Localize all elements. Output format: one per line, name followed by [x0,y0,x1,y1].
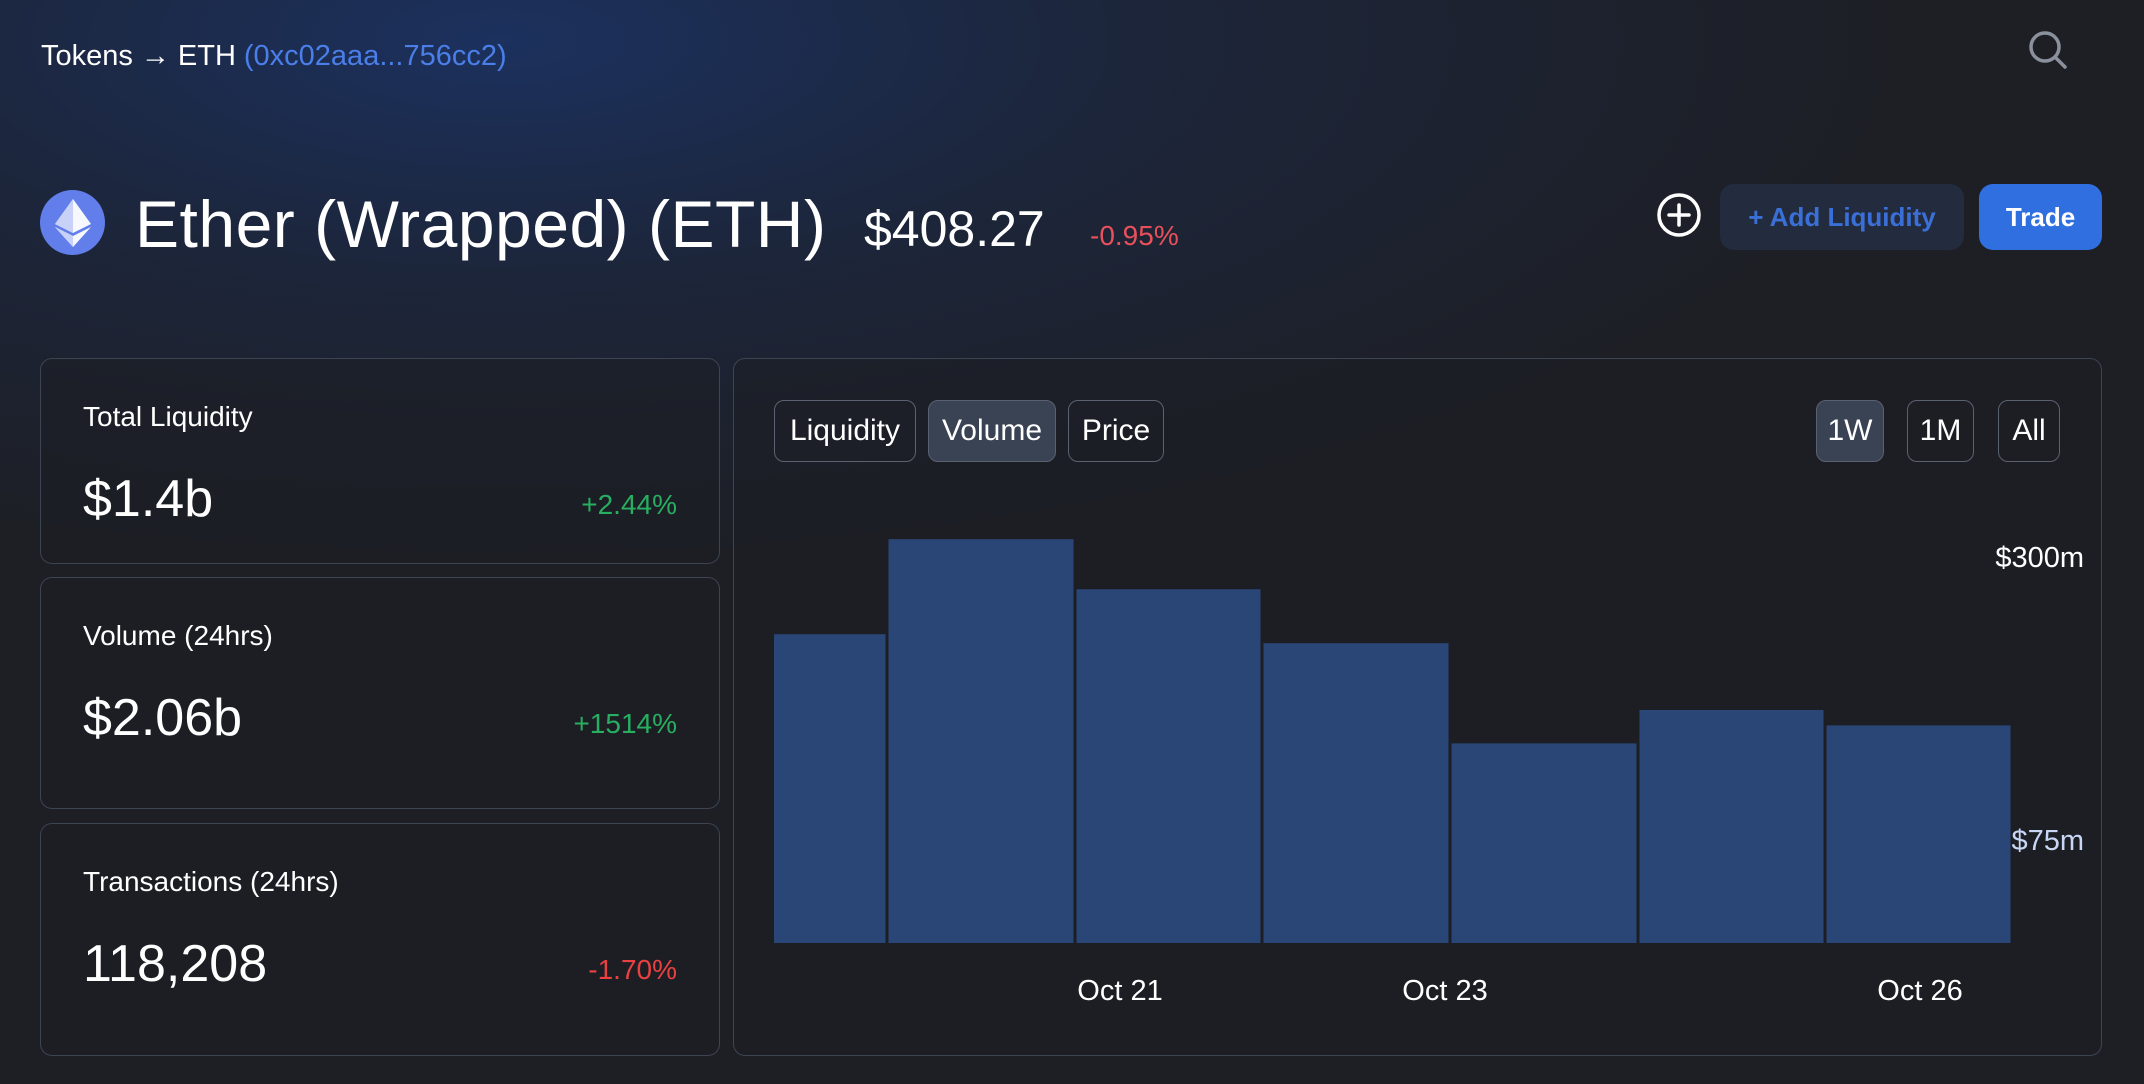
volume-bar[interactable] [774,634,886,943]
y-tick-label: $75m [2011,825,2084,857]
stat-label: Volume (24hrs) [83,620,273,651]
range-1m[interactable]: 1M [1907,400,1974,462]
transactions-card: Transactions (24hrs) 118,208 -1.70% [40,823,720,1056]
price-change: -0.95% [1090,220,1179,251]
tab-liquidity[interactable]: Liquidity [774,400,916,462]
add-liquidity-button[interactable]: + Add Liquidity [1720,184,1964,250]
tab-price[interactable]: Price [1068,400,1164,462]
token-address-link[interactable]: (0xc02aaa...756cc2) [243,40,507,72]
volume-card: Volume (24hrs) $2.06b +1514% [40,577,720,809]
trade-button[interactable]: Trade [1979,184,2102,250]
token-price: $408.27 [864,201,1045,257]
stat-value: $2.06b [83,689,243,747]
breadcrumb-arrow: → [140,40,170,72]
page-title: Ether (Wrapped) (ETH) [135,187,827,261]
x-tick-label: Oct 26 [1877,975,1963,1007]
x-tick-label: Oct 21 [1077,975,1163,1007]
plus-circle-icon[interactable] [1656,192,1702,238]
total-liquidity-card: Total Liquidity $1.4b +2.44% [40,358,720,564]
volume-bar[interactable] [1263,643,1449,943]
volume-bar[interactable] [1451,743,1637,943]
volume-bar[interactable] [1076,589,1261,943]
eth-logo-icon [40,190,105,255]
y-tick-label: $300m [1995,542,2084,574]
volume-bar[interactable] [1639,709,1824,943]
volume-bar[interactable] [888,539,1074,943]
stat-label: Transactions (24hrs) [83,866,339,897]
search-icon[interactable] [2026,28,2070,72]
stat-change: +1514% [573,708,677,739]
stat-value: $1.4b [83,470,214,528]
range-1w[interactable]: 1W [1816,400,1884,462]
stat-change: -1.70% [588,954,677,985]
tab-volume[interactable]: Volume [928,400,1056,462]
breadcrumb-tokens-link[interactable]: Tokens [41,40,133,72]
volume-bar[interactable] [1826,725,2011,943]
breadcrumb-token: ETH [177,40,236,72]
x-tick-label: Oct 23 [1402,975,1488,1007]
stat-value: 118,208 [83,935,268,993]
stat-change: +2.44% [581,489,677,520]
breadcrumb: Tokens → ETH (0xc02aaa...756cc2) [41,40,507,73]
range-all[interactable]: All [1998,400,2060,462]
stat-label: Total Liquidity [83,401,253,432]
